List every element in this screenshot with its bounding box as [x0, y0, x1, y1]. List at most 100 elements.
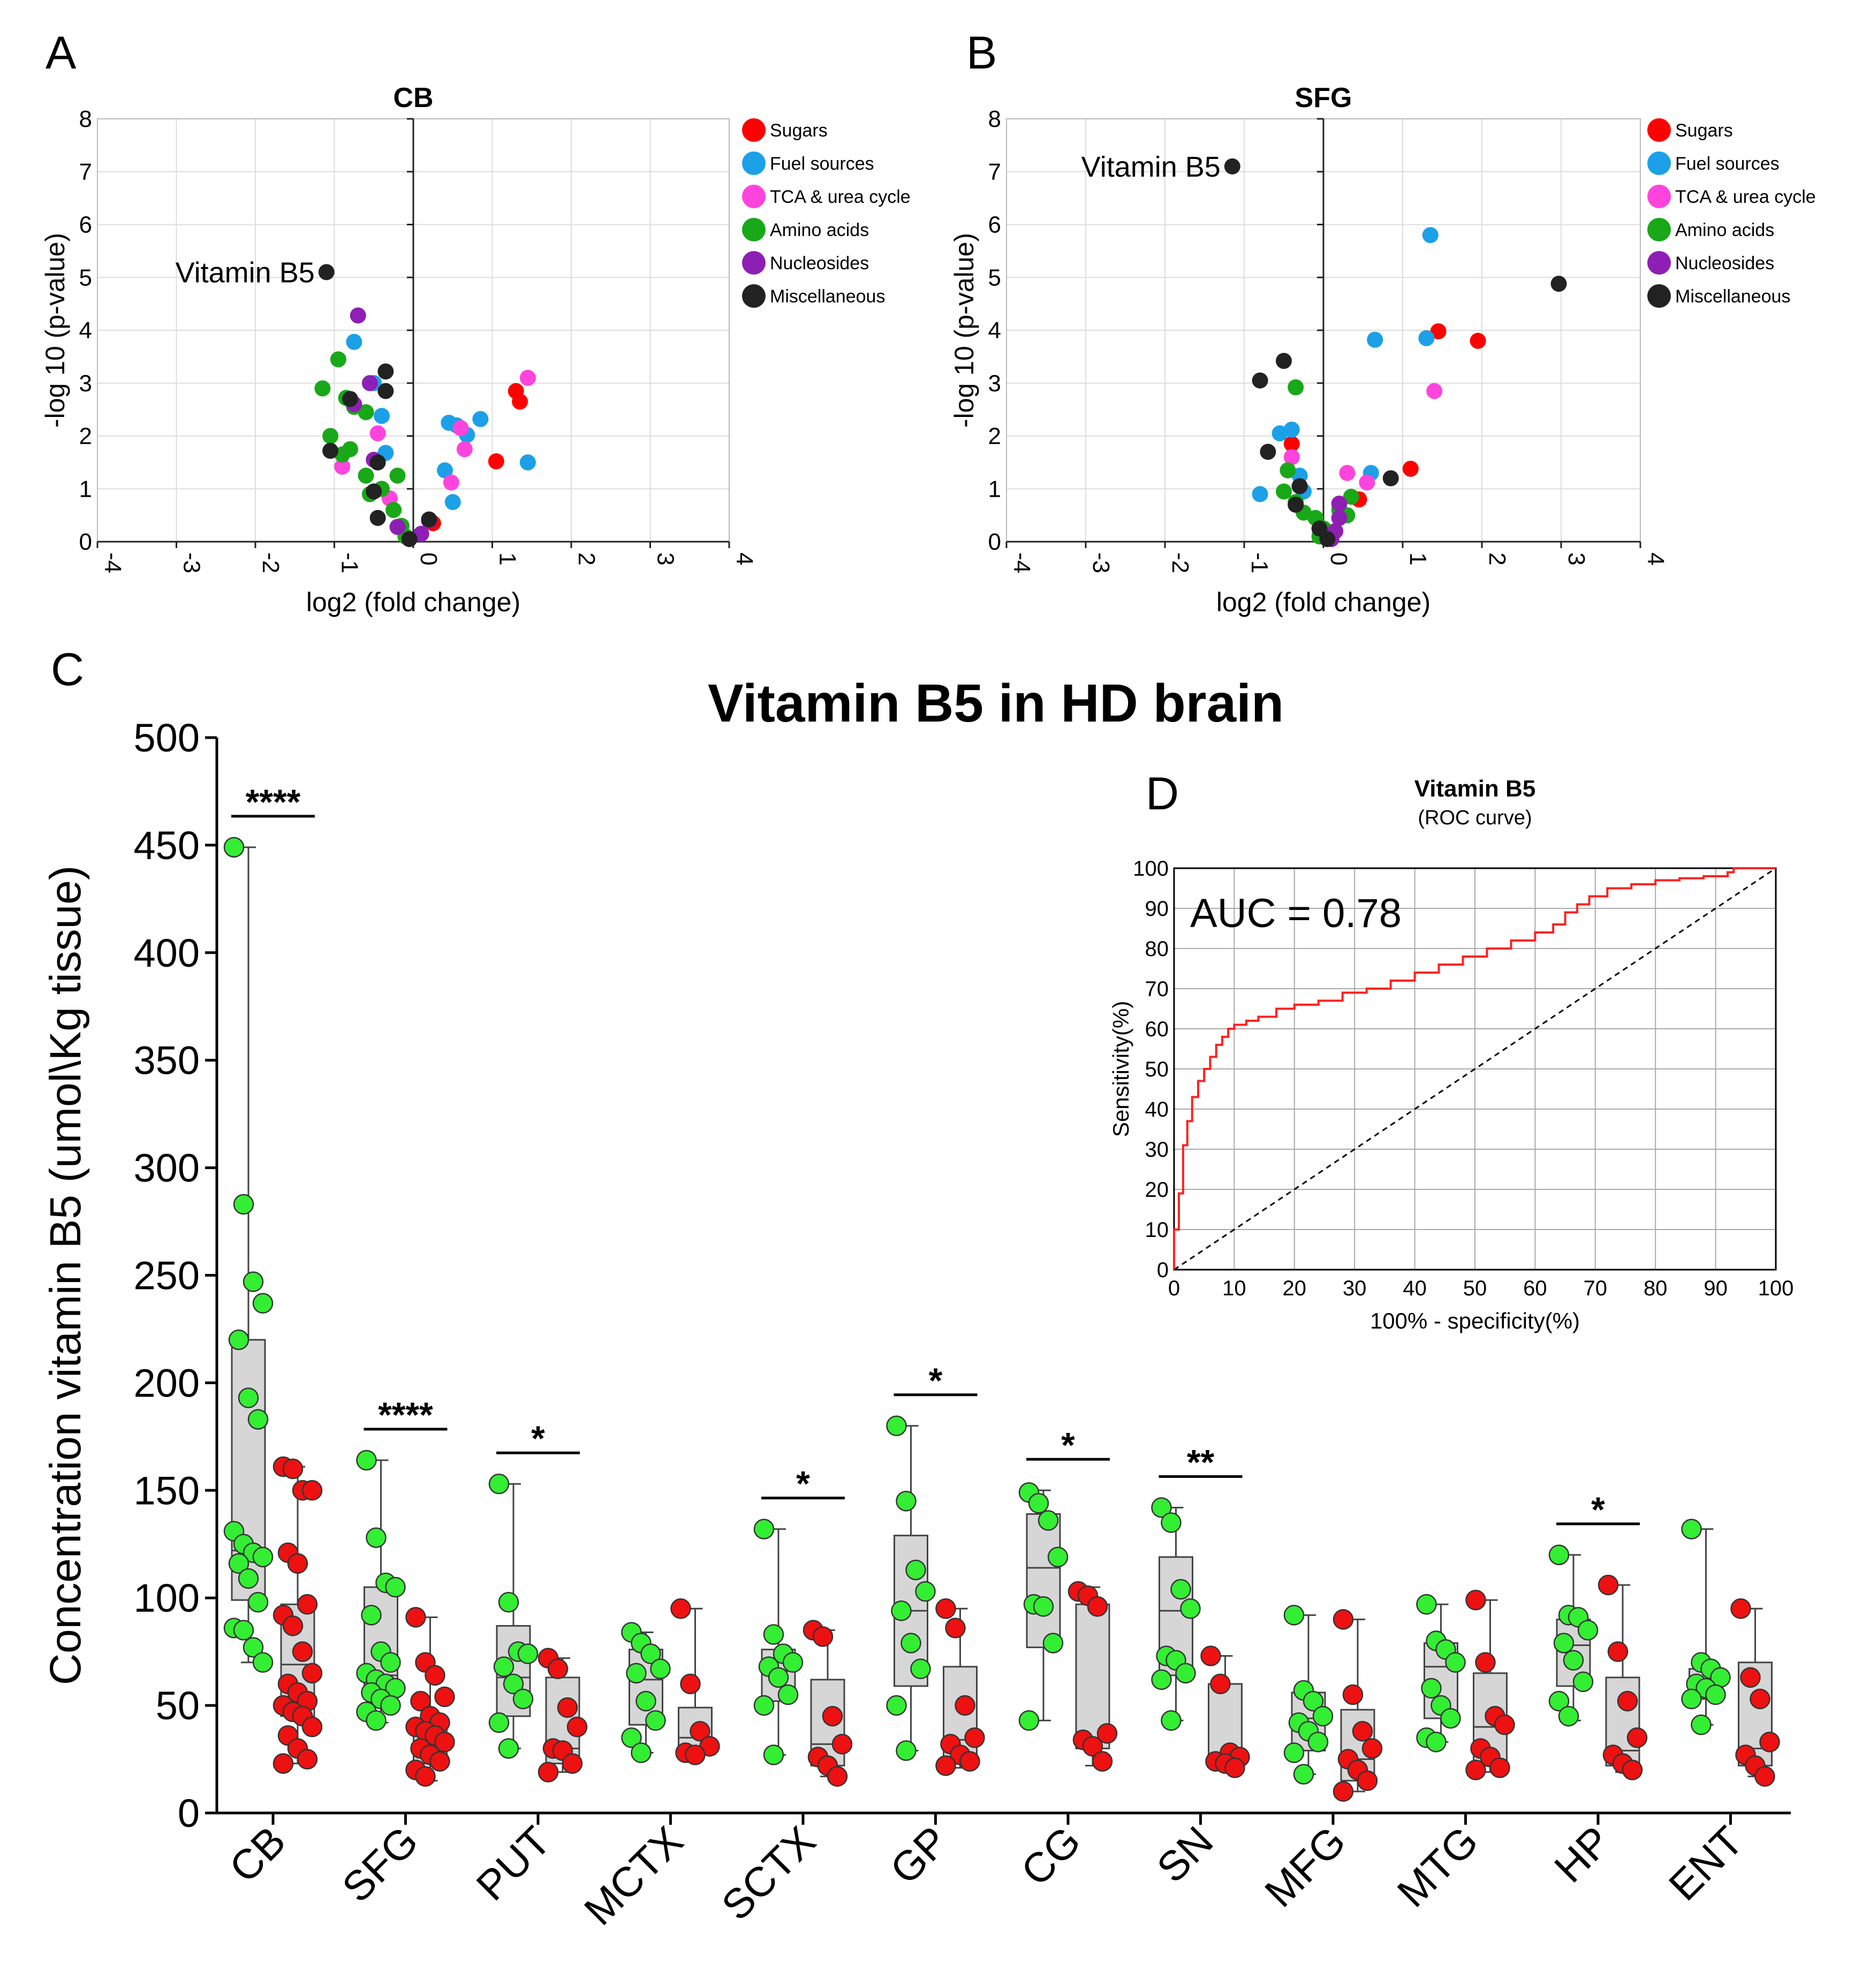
x-tick-label: 0: [1168, 1277, 1180, 1300]
data-point: [1283, 436, 1300, 452]
legend-label: Nucleosides: [770, 253, 869, 274]
y-tick-label: 0: [79, 529, 92, 555]
auc-label: AUC = 0.78: [1190, 891, 1402, 936]
data-point: [1283, 449, 1300, 465]
control-data-point: [228, 1329, 249, 1350]
legend-marker: [742, 185, 766, 208]
y-tick-label: 350: [134, 1038, 200, 1083]
control-data-point: [1705, 1684, 1726, 1705]
control-data-point: [1553, 1633, 1575, 1653]
control-data-point: [1038, 1510, 1059, 1531]
control-data-point: [896, 1491, 917, 1512]
data-point: [369, 510, 386, 526]
y-tick-label: 5: [988, 264, 1001, 291]
data-point: [1422, 227, 1439, 244]
control-data-point: [1681, 1519, 1702, 1539]
control-data-point: [1572, 1671, 1594, 1693]
legend-label: Miscellaneous: [1675, 286, 1790, 307]
data-point: [358, 467, 374, 484]
data-point: [512, 393, 528, 410]
y-tick-label: 100: [134, 1576, 200, 1620]
y-tick-label: 60: [1145, 1018, 1169, 1041]
data-point: [342, 391, 358, 407]
hd-data-point: [1096, 1723, 1118, 1744]
control-data-point: [498, 1591, 519, 1613]
control-data-point: [356, 1450, 377, 1471]
x-tick-label: 60: [1523, 1277, 1547, 1300]
control-data-point: [1033, 1596, 1054, 1617]
control-data-point: [900, 1633, 921, 1653]
hd-data-point: [680, 1673, 701, 1695]
control-box: [1026, 1513, 1061, 1649]
control-data-point: [1303, 1690, 1324, 1712]
hd-data-point: [405, 1607, 426, 1628]
control-data-point: [1151, 1497, 1172, 1518]
hd-data-point: [945, 1618, 966, 1638]
data-point: [318, 264, 335, 280]
category-group-mtg: MTG: [1388, 1589, 1515, 1916]
y-tick-label: 10: [1145, 1218, 1169, 1242]
significance-label: *: [929, 1361, 943, 1400]
legend-marker: [1647, 218, 1671, 241]
legend-label: Amino acids: [1675, 220, 1774, 240]
significance-label: *: [531, 1418, 545, 1458]
hd-data-point: [1622, 1759, 1643, 1780]
data-point: [488, 453, 504, 469]
data-point: [389, 519, 406, 535]
data-point: [1367, 331, 1383, 348]
x-tick-label: -4: [100, 552, 126, 573]
x-tick-label: -2: [258, 552, 284, 573]
y-tick-label: 6: [988, 212, 1001, 238]
control-data-point: [635, 1690, 656, 1712]
y-tick-label: 450: [134, 823, 200, 868]
hd-data-point: [831, 1734, 853, 1755]
control-data-point: [1548, 1690, 1570, 1712]
hd-data-point: [1200, 1645, 1221, 1666]
data-point: [389, 467, 406, 484]
hd-data-point: [287, 1553, 308, 1574]
significance-label: *: [1591, 1490, 1605, 1529]
data-point: [1260, 444, 1276, 460]
y-tick-label: 7: [79, 159, 92, 185]
control-data-point: [1047, 1546, 1069, 1568]
data-point: [1343, 489, 1359, 505]
control-data-point: [1563, 1650, 1584, 1671]
y-tick-label: 100: [1133, 857, 1169, 881]
data-point: [519, 454, 536, 471]
y-tick-label: 80: [1145, 937, 1169, 961]
control-data-point: [763, 1624, 784, 1645]
control-data-point: [233, 1194, 254, 1215]
chart-subtitle: (ROC curve): [1418, 807, 1532, 829]
legend-marker: [742, 218, 766, 241]
x-tick-label: 2: [1484, 552, 1510, 565]
data-point: [374, 407, 390, 424]
y-tick-label: 400: [134, 931, 200, 975]
data-point: [346, 333, 362, 350]
control-data-point: [1170, 1579, 1191, 1600]
hd-data-point: [964, 1727, 985, 1748]
x-tick-label: 100: [1758, 1277, 1794, 1300]
x-tick-label: 4: [731, 552, 758, 565]
x-tick-label: -3: [179, 552, 205, 573]
annotation-label: Vitamin B5: [1081, 151, 1221, 183]
control-data-point: [1307, 1732, 1329, 1752]
volcano-plot-sfg: B SFG -4 -3 -2 -1 0 1 2 3 4 0 1 2 3 4 5 6 7 8 log2 (fold cha…: [949, 27, 1816, 617]
legend-label: Nucleosides: [1675, 253, 1774, 274]
plot-frame: [1173, 867, 1777, 1271]
control-data-point: [488, 1473, 510, 1494]
y-tick-label: 8: [988, 106, 1001, 132]
data-point: [330, 351, 346, 368]
x-tick-label: 2: [573, 552, 600, 565]
x-tick-label: 10: [1222, 1277, 1246, 1300]
hd-data-point: [959, 1751, 980, 1772]
hd-data-point: [1082, 1736, 1103, 1757]
x-tick-label: 40: [1403, 1277, 1427, 1300]
x-tick-label: SN: [1148, 1817, 1222, 1892]
data-point: [366, 483, 382, 500]
control-data-point: [753, 1695, 775, 1716]
hd-data-point: [1489, 1757, 1510, 1778]
data-point: [401, 531, 418, 548]
control-data-point: [1180, 1598, 1201, 1619]
control-data-point: [503, 1673, 524, 1695]
